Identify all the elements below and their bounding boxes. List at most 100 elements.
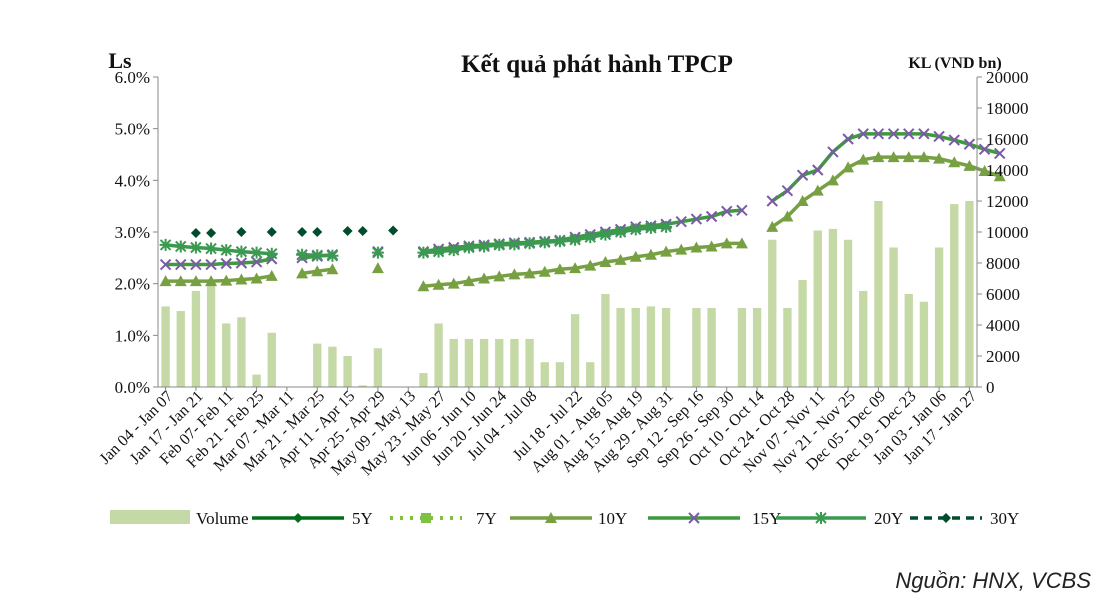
volume-bar xyxy=(464,338,474,387)
y-left-tick-label: 4.0% xyxy=(115,171,150,190)
series-10y-marker xyxy=(978,165,991,177)
series-20y-marker xyxy=(250,246,263,259)
series-10y-marker xyxy=(508,268,521,280)
series-20y-marker xyxy=(553,235,566,248)
volume-bar xyxy=(343,356,352,387)
y-right-tick-label: 2000 xyxy=(986,347,1020,366)
series-20y-marker xyxy=(189,241,202,254)
volume-bar xyxy=(358,385,367,387)
series-15y-marker xyxy=(159,258,172,271)
y-left-tick-label: 1.0% xyxy=(115,326,150,345)
legend-y10-marker xyxy=(545,512,557,523)
series-20y-marker xyxy=(447,244,460,257)
series-20y-marker xyxy=(371,246,384,259)
volume-bar xyxy=(692,307,701,387)
volume-bar xyxy=(176,311,185,387)
series-15y-marker xyxy=(963,138,976,150)
series-10y-marker xyxy=(660,245,673,257)
series-10y-marker xyxy=(644,248,657,260)
series-10y-marker xyxy=(174,275,187,287)
series-10y-marker xyxy=(933,152,946,164)
series-10y-marker xyxy=(296,267,309,279)
series-10y-line xyxy=(771,155,1001,229)
series-10y-marker xyxy=(781,210,794,222)
series-10y-marker xyxy=(265,269,278,281)
y-left-tick-label: 6.0% xyxy=(115,68,150,87)
volume-bar xyxy=(737,307,747,387)
series-15y-line xyxy=(165,257,273,267)
series-20y-marker xyxy=(584,231,597,244)
series-10y-marker xyxy=(599,255,612,267)
series-20y-marker xyxy=(629,223,642,236)
y-right-tick-label: 4000 xyxy=(986,316,1020,335)
series-15y-marker xyxy=(933,130,945,143)
series-15y-marker xyxy=(220,257,232,270)
y-axis-right-label: KL (VND bn) xyxy=(908,55,1001,72)
series-20y-marker xyxy=(523,237,536,250)
series-20y-marker xyxy=(220,244,233,257)
y-left-tick-label: 3.0% xyxy=(115,223,150,242)
legend-y5-marker xyxy=(293,513,303,523)
series-10y-marker xyxy=(493,270,506,282)
series-15y-marker xyxy=(872,128,885,140)
legend-y15-marker xyxy=(688,512,700,524)
legend-y30-label: 30Y xyxy=(990,509,1019,528)
legend-y15-label: 15Y xyxy=(752,509,781,528)
series-15y-marker xyxy=(766,195,778,207)
series-10y-marker xyxy=(371,262,384,274)
series-10y-marker xyxy=(553,263,566,275)
series-10y-marker xyxy=(326,263,339,275)
series-15y-marker xyxy=(781,184,794,197)
series-20y-marker xyxy=(174,240,187,253)
series-15y-marker xyxy=(721,205,733,218)
volume-bar xyxy=(950,204,959,387)
volume-bar xyxy=(328,346,337,387)
series-20y-marker xyxy=(265,247,278,260)
y-right-tick-label: 6000 xyxy=(986,285,1020,304)
series-10y-marker xyxy=(811,184,824,196)
volume-bars xyxy=(161,201,974,387)
volume-bar xyxy=(373,348,383,387)
series-15y-marker xyxy=(842,133,854,145)
volume-bar xyxy=(601,294,610,387)
series-15y-marker xyxy=(235,257,248,269)
legend-y5-label: 5Y xyxy=(352,509,373,528)
series-30y-marker xyxy=(388,225,399,236)
series-10y-marker xyxy=(584,259,597,271)
volume-bar xyxy=(889,247,898,387)
volume-bar xyxy=(813,230,822,387)
series-10y-marker xyxy=(432,278,445,290)
series-20y-marker xyxy=(235,245,248,258)
series-10y-marker xyxy=(917,151,930,163)
series-10y-marker xyxy=(887,151,900,163)
series-30y-marker xyxy=(342,225,353,236)
y-left-tick-label: 5.0% xyxy=(115,120,150,139)
volume-bar xyxy=(525,338,534,387)
volume-bar xyxy=(222,323,231,387)
series-10y-marker xyxy=(766,220,779,232)
series-30y-marker xyxy=(357,225,368,236)
volume-bar xyxy=(904,294,913,387)
series-10y-marker xyxy=(675,243,688,255)
series-10y-marker xyxy=(478,272,491,284)
series-10y-marker xyxy=(826,174,839,186)
y-right-tick-label: 8000 xyxy=(986,254,1020,273)
legend-volume-swatch xyxy=(110,510,190,524)
series-10y-marker xyxy=(842,161,855,173)
volume-bar xyxy=(479,338,489,387)
series-15y-marker xyxy=(827,146,839,158)
series-15y-marker xyxy=(948,134,960,146)
series-15y-marker xyxy=(978,143,991,156)
series-15y-marker xyxy=(736,204,748,217)
legend-y30-marker xyxy=(941,513,951,523)
series-10y-marker xyxy=(462,275,475,287)
volume-bar xyxy=(843,239,853,387)
volume-bar xyxy=(707,307,716,387)
series-30y-marker xyxy=(190,228,201,239)
series-20y-marker xyxy=(296,248,309,261)
volume-bar xyxy=(434,323,443,387)
series-10y-marker xyxy=(189,275,202,287)
series-10y-marker xyxy=(235,273,248,285)
series-30y-marker xyxy=(206,228,217,239)
